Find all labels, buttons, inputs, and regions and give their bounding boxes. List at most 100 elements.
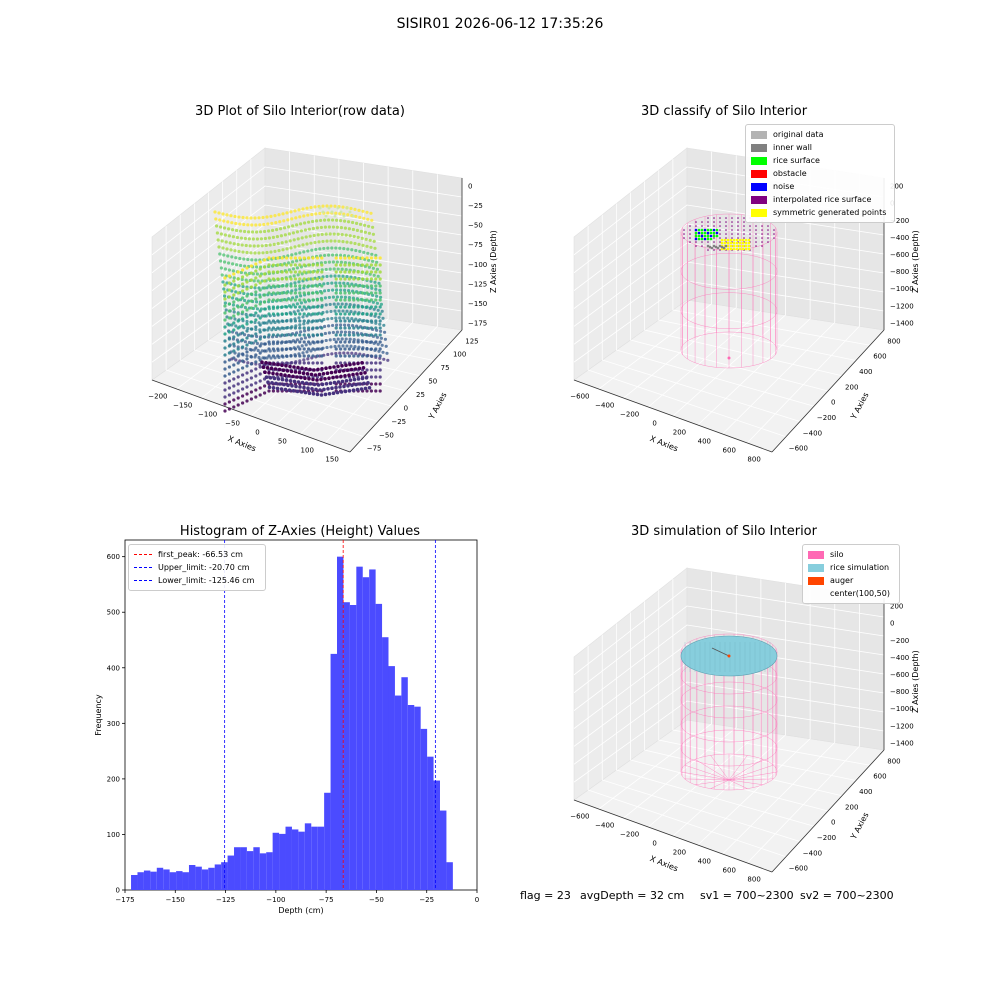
raw-point bbox=[360, 236, 364, 240]
raw-point bbox=[249, 390, 253, 394]
raw-point bbox=[236, 319, 240, 323]
raw-point bbox=[255, 307, 259, 311]
raw-point bbox=[227, 344, 231, 348]
raw-point bbox=[335, 323, 339, 327]
histogram-bar bbox=[337, 556, 344, 890]
raw-point bbox=[227, 295, 231, 299]
legend-item-symmetric: symmetric generated points bbox=[751, 206, 889, 219]
raw-point bbox=[233, 283, 237, 287]
raw-point bbox=[221, 280, 225, 284]
raw-point bbox=[245, 216, 249, 220]
raw-point bbox=[256, 244, 260, 248]
raw-point bbox=[243, 305, 247, 310]
raw-point bbox=[285, 347, 289, 351]
raw-point bbox=[307, 263, 311, 267]
raw-point bbox=[326, 352, 330, 357]
raw-point bbox=[218, 252, 222, 256]
raw-point bbox=[302, 298, 306, 302]
raw-point bbox=[311, 354, 315, 358]
raw-point bbox=[336, 232, 340, 236]
raw-point bbox=[267, 277, 271, 281]
raw-point bbox=[276, 333, 280, 337]
raw-point bbox=[349, 344, 353, 348]
raw-point bbox=[285, 284, 289, 288]
raw-point bbox=[249, 397, 253, 401]
raw-point bbox=[345, 344, 349, 348]
legend-item-noise: noise bbox=[751, 180, 889, 193]
raw-point bbox=[339, 330, 343, 334]
raw-point bbox=[341, 205, 345, 209]
raw-point bbox=[280, 291, 284, 295]
raw-point bbox=[321, 204, 325, 208]
raw-point bbox=[236, 368, 240, 372]
raw-point bbox=[280, 241, 284, 245]
histogram-bar bbox=[311, 826, 318, 890]
raw-grid-line bbox=[151, 204, 463, 291]
raw-point bbox=[232, 370, 236, 374]
raw-point bbox=[258, 372, 262, 376]
raw-point bbox=[236, 242, 240, 247]
raw-point bbox=[291, 267, 295, 271]
raw-point bbox=[227, 316, 231, 320]
raw-point bbox=[241, 338, 245, 342]
raw-point bbox=[271, 263, 275, 267]
raw-z-tick-label: −150 bbox=[468, 300, 487, 308]
raw-point bbox=[371, 225, 375, 229]
raw-point bbox=[346, 351, 350, 355]
raw-point bbox=[241, 394, 245, 398]
raw-y-tick-label: −25 bbox=[391, 418, 406, 426]
raw-point bbox=[382, 357, 386, 361]
raw-point bbox=[218, 218, 222, 222]
raw-point bbox=[223, 332, 227, 336]
raw-point bbox=[232, 342, 236, 346]
raw-point bbox=[289, 263, 293, 267]
raw-point bbox=[346, 316, 350, 320]
raw-point bbox=[293, 291, 297, 295]
raw-point bbox=[263, 265, 267, 269]
histogram-bar bbox=[362, 577, 370, 890]
raw-point bbox=[239, 270, 243, 275]
raw-point bbox=[289, 333, 293, 337]
raw-point bbox=[258, 344, 262, 348]
raw-point bbox=[223, 290, 227, 294]
raw-point bbox=[258, 386, 262, 390]
raw-point bbox=[276, 354, 280, 358]
raw-point bbox=[241, 303, 245, 307]
raw-point bbox=[223, 226, 227, 230]
raw-point bbox=[363, 230, 367, 234]
raw-point bbox=[268, 243, 272, 247]
raw-point bbox=[242, 222, 246, 227]
raw-point bbox=[223, 381, 227, 385]
raw-point bbox=[350, 351, 354, 355]
raw-point bbox=[305, 206, 309, 210]
raw-point bbox=[343, 295, 347, 299]
raw-point bbox=[298, 305, 302, 309]
raw-point bbox=[349, 241, 353, 245]
raw-point bbox=[245, 392, 249, 396]
raw-point bbox=[267, 347, 271, 351]
raw-point bbox=[271, 389, 275, 393]
raw-point bbox=[314, 212, 318, 216]
raw-point bbox=[232, 328, 236, 332]
legend-swatch bbox=[751, 169, 767, 178]
raw-point bbox=[298, 326, 302, 330]
raw-point bbox=[267, 319, 271, 323]
raw-y-tick-label: 25 bbox=[416, 391, 425, 399]
raw-point bbox=[342, 351, 346, 355]
raw-point bbox=[271, 312, 275, 316]
raw-point bbox=[370, 252, 374, 256]
raw-point bbox=[230, 323, 234, 327]
raw-point bbox=[258, 223, 262, 227]
panel-title-classify: 3D classify of Silo Interior bbox=[640, 104, 808, 119]
raw-point bbox=[356, 235, 360, 239]
raw-point bbox=[281, 212, 285, 216]
raw-point bbox=[223, 339, 227, 343]
raw-point bbox=[327, 324, 331, 328]
raw-point bbox=[298, 287, 302, 291]
raw-point bbox=[373, 280, 377, 284]
raw-point bbox=[285, 340, 289, 344]
raw-point bbox=[263, 342, 267, 346]
raw-point bbox=[271, 270, 275, 274]
raw-point bbox=[280, 312, 284, 316]
raw-point bbox=[280, 270, 284, 274]
